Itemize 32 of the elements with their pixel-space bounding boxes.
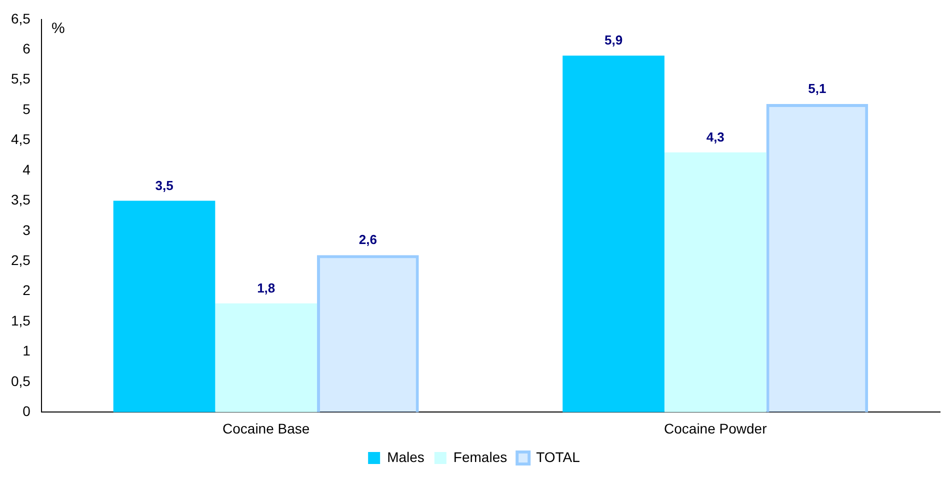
y-tick-label: 1 xyxy=(22,342,31,359)
bar xyxy=(664,152,766,412)
x-tick-label: Cocaine Powder xyxy=(664,420,768,436)
y-tick-label: 5,5 xyxy=(10,70,31,87)
data-label: 5,1 xyxy=(808,81,826,96)
y-tick-label: 3,5 xyxy=(10,192,31,208)
data-label: 5,9 xyxy=(604,32,623,48)
y-tick-label: 4,5 xyxy=(10,131,31,148)
legend-label: Males xyxy=(387,448,424,465)
bar xyxy=(317,255,419,412)
data-label: 1,8 xyxy=(257,280,276,296)
y-tick-label: 4 xyxy=(22,161,31,178)
x-tick-label: Cocaine Base xyxy=(222,420,310,436)
y-tick-label: 1,5 xyxy=(10,312,31,328)
data-label: 4,3 xyxy=(706,129,724,144)
y-tick-label: 6,5 xyxy=(10,10,31,26)
bar xyxy=(562,56,664,412)
y-tick-label: 2 xyxy=(22,282,31,298)
data-label: 2,6 xyxy=(358,232,377,248)
legend-label: TOTAL xyxy=(536,448,580,465)
y-tick-label: 0 xyxy=(22,403,31,420)
bar xyxy=(113,200,216,412)
bar xyxy=(766,104,868,412)
y-tick-label: 6 xyxy=(22,40,31,56)
y-tick-label: 2,5 xyxy=(10,252,31,268)
y-tick-label: 3 xyxy=(22,222,31,238)
bar xyxy=(215,303,318,412)
y-axis-title: % xyxy=(51,20,65,38)
y-tick-label: 5 xyxy=(22,100,31,117)
legend-label: Females xyxy=(453,448,508,465)
y-tick-label: 0,5 xyxy=(10,372,31,389)
data-label: 3,5 xyxy=(155,178,174,193)
